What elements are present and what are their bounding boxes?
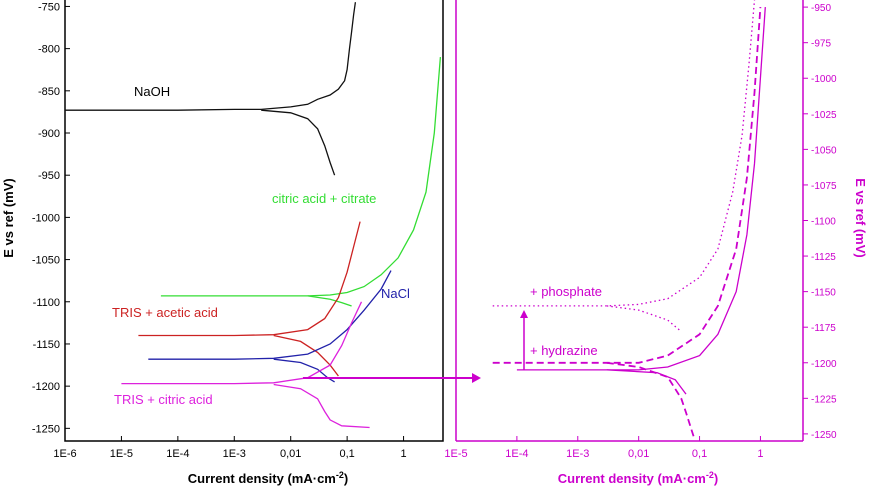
left-y-tick-label: -1250 [32,423,60,435]
left-y-tick-label: -950 [38,170,60,182]
annotation-tris-citric: TRIS + citric acid [114,392,213,407]
curve-dashed-branch-1 [606,361,695,437]
curve-citric-acid-citrate-branch-1 [307,295,352,307]
annotation-citric-citrate: citric acid + citrate [272,191,376,206]
right-y-axis-title: E vs ref (mV) [853,178,868,257]
right-x-tick-label: 1 [757,448,763,460]
left-y-tick-label: -1200 [32,381,60,393]
left-y-tick-label: -800 [38,44,60,56]
left-y-tick-label: -900 [38,128,60,140]
annotation-naoh: NaOH [134,84,170,99]
right-y-tick-label: -1150 [811,288,836,299]
right-y-tick-label: -1025 [811,110,837,121]
right-y-tick-label: -1250 [811,430,837,441]
annotation-nacl: NaCl [381,286,410,301]
curve-nacl-branch-1 [273,358,335,383]
left-x-tick-label: 0,1 [339,448,354,460]
right-y-tick-label: -1000 [811,74,837,85]
annotation-phosphate: + phosphate [530,284,602,299]
curve-tris-citric-acid-branch-1 [273,383,370,429]
curve-nacl-branch-0 [148,270,392,360]
curve-dashed-branch-0 [492,7,762,364]
curve-solid-branch-0 [516,7,766,371]
annotation-tris-acetic: TRIS + acetic acid [112,305,218,320]
right-y-tick-label: -1125 [811,252,836,263]
right-y-tick-label: -975 [811,39,831,50]
curve-dotted-branch-0 [492,0,756,307]
shift-arrow-head [520,310,528,318]
left-x-tick-label: 1E-6 [53,448,76,460]
left-x-tick-label: 1E-4 [166,448,189,460]
right-y-tick-label: -1050 [811,145,837,156]
curve-naoh-branch-0 [65,2,357,111]
right-y-tick-label: -1100 [811,217,836,228]
left-x-tick-label: 1E-5 [110,448,133,460]
left-y-axis-title: E vs ref (mV) [1,178,16,257]
left-y-tick-label: -1100 [33,297,60,309]
curve-naoh-branch-1 [261,109,336,176]
right-x-axis-title: Current density (mA·cm-2) [558,470,718,486]
curve-solid-branch-1 [606,369,687,395]
right-y-tick-label: -1200 [811,359,837,370]
right-y-tick-label: -1075 [811,181,837,192]
right-y-tick-label: -1225 [811,394,837,405]
curve-tris-acetic-acid-branch-0 [138,221,361,337]
right-x-tick-label: 1E-5 [444,448,467,460]
connector-arrow-head [472,373,481,383]
right-x-tick-label: 0,1 [692,448,707,460]
annotation-hydrazine: + hydrazine [530,343,598,358]
left-x-tick-label: 1 [400,448,406,460]
left-y-tick-label: -1050 [32,255,60,267]
left-x-tick-label: 1E-3 [223,448,246,460]
curve-tris-acetic-acid-branch-1 [273,334,339,377]
curve-dotted-branch-1 [606,305,682,332]
left-y-tick-label: -1000 [32,212,60,224]
left-plot-frame [64,0,444,442]
right-y-tick-label: -950 [811,3,831,14]
right-x-tick-label: 1E-4 [505,448,528,460]
right-x-tick-label: 0,01 [628,448,649,460]
right-x-tick-label: 1E-3 [566,448,589,460]
left-x-tick-label: 0,01 [280,448,301,460]
left-y-tick-label: -1150 [33,339,60,351]
curve-citric-acid-citrate-branch-0 [160,57,442,297]
right-y-tick-label: -1175 [811,323,836,334]
left-y-tick-label: -850 [38,86,60,98]
left-x-axis-title: Current density (mA·cm-2) [188,470,348,486]
left-y-tick-label: -750 [38,1,60,13]
